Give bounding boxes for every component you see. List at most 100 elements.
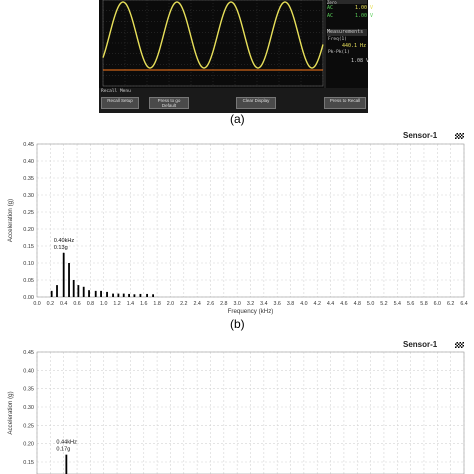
x-tick-label: 1.8 — [153, 301, 160, 307]
x-tick-label: 4.0 — [300, 301, 307, 307]
channel1-coupling: AC — [327, 5, 334, 11]
channel1-value: 1.00 V — [355, 5, 374, 11]
measure-freq-label: Freq(1) — [328, 37, 347, 42]
x-tick-label: 5.0 — [367, 301, 374, 307]
spectrum-bar — [50, 290, 53, 297]
recall-setup-button[interactable]: Recall Setup — [101, 97, 139, 109]
y-tick-label: 0.25 — [23, 423, 34, 429]
channel2-coupling: AC — [327, 13, 334, 19]
x-tick-label: 6.0 — [434, 301, 441, 307]
x-tick-label: 5.2 — [380, 301, 387, 307]
y-tick-label: 0.40 — [23, 159, 34, 165]
default-button[interactable]: Press to go Default — [149, 97, 189, 109]
y-tick-label: 0.15 — [23, 244, 34, 250]
spectrum-bar — [65, 454, 68, 474]
y-axis-label: Acceleration (g) — [7, 391, 14, 434]
x-tick-label: 3.8 — [287, 301, 294, 307]
y-tick-label: 0.25 — [23, 210, 34, 216]
measure-pkpk-label: Pk-Pk(1) — [328, 50, 350, 55]
spectrum-bar — [133, 294, 136, 297]
spectrum-bar — [100, 290, 102, 297]
y-tick-label: 0.00 — [23, 295, 34, 301]
x-tick-label: 0.2 — [47, 301, 54, 307]
x-tick-label: 2.4 — [193, 301, 200, 307]
spectrum-bar — [62, 252, 65, 297]
measure-pkpk-value: 1.08 V — [351, 58, 370, 64]
oscilloscope-screen: Zero AC 1.00 V AC 1.00 V Measurements Fr… — [99, 0, 373, 113]
spectrum-bar — [112, 293, 114, 297]
x-tick-label: 3.2 — [247, 301, 254, 307]
x-tick-label: 5.8 — [420, 301, 427, 307]
measurements-title: Measurements — [327, 29, 367, 36]
x-tick-label: 1.6 — [140, 301, 147, 307]
chart-b-flag-icon — [455, 133, 464, 139]
y-tick-label: 0.45 — [23, 350, 34, 356]
y-axis-label: Acceleration (g) — [7, 199, 14, 242]
spectrum-bar — [146, 293, 148, 297]
y-tick-label: 0.40 — [23, 368, 34, 374]
spectrum-bar — [56, 285, 58, 297]
spectrum-bar — [88, 290, 90, 297]
chart-b-title: Sensor-1 — [403, 131, 438, 140]
peak-annotation-freq: 0.44kHz — [56, 440, 77, 446]
x-tick-label: 6.4 — [460, 301, 467, 307]
y-tick-label: 0.30 — [23, 193, 34, 199]
peak-annotation-amp: 0.17g — [56, 447, 70, 453]
y-tick-label: 0.35 — [23, 176, 34, 182]
x-tick-label: 4.4 — [327, 301, 334, 307]
recall-button[interactable]: Press to Recall — [324, 97, 366, 109]
peak-annotation-amp: 0.13g — [54, 245, 68, 251]
x-tick-label: 5.4 — [394, 301, 401, 307]
spectrum-bar — [94, 290, 97, 297]
panel-label-b: (b) — [230, 317, 245, 331]
y-tick-label: 0.30 — [23, 405, 34, 411]
x-tick-label: 4.8 — [354, 301, 361, 307]
spectrum-bar — [139, 293, 142, 297]
y-tick-label: 0.10 — [23, 261, 34, 267]
x-tick-label: 2.6 — [207, 301, 214, 307]
spectrum-bar — [72, 280, 75, 297]
x-tick-label: 2.0 — [167, 301, 174, 307]
x-tick-label: 0.4 — [60, 301, 67, 307]
panel-label-a: (a) — [230, 112, 245, 126]
spectrum-bar — [152, 294, 154, 297]
plot-frame — [36, 143, 465, 298]
x-tick-label: 1.0 — [100, 301, 107, 307]
x-tick-label: 1.4 — [127, 301, 134, 307]
x-tick-label: 3.4 — [260, 301, 267, 307]
x-tick-label: 0.8 — [87, 301, 94, 307]
y-tick-label: 0.15 — [23, 460, 34, 466]
x-tick-label: 6.2 — [447, 301, 454, 307]
scope-menu-bar — [99, 88, 368, 113]
spectrum-bar — [122, 293, 125, 297]
x-tick-label: 3.6 — [274, 301, 281, 307]
spectrum-bar — [117, 293, 120, 297]
recall-menu-title: Recall Menu — [101, 89, 131, 94]
chart-c-title: Sensor-1 — [403, 340, 438, 349]
spectrum-bar — [77, 285, 80, 297]
y-tick-label: 0.35 — [23, 387, 34, 393]
clear-display-button[interactable]: Clear Display — [236, 97, 276, 109]
x-tick-label: 1.2 — [113, 301, 120, 307]
spectrum-chart-b: 0.000.050.100.150.200.250.300.350.400.45… — [7, 142, 468, 315]
y-tick-label: 0.20 — [23, 442, 34, 448]
spectrum-chart-c: 0.450.400.350.300.250.200.150.10Accelera… — [7, 350, 465, 474]
x-tick-label: 2.2 — [180, 301, 187, 307]
spectrum-bar — [68, 263, 70, 297]
x-tick-label: 3.0 — [233, 301, 240, 307]
x-tick-label: 4.6 — [340, 301, 347, 307]
spectrum-bar — [106, 291, 108, 297]
x-tick-label: 0.0 — [33, 301, 40, 307]
spectrum-bar — [128, 293, 130, 297]
peak-annotation-freq: 0.40kHz — [54, 238, 75, 244]
x-tick-label: 2.8 — [220, 301, 227, 307]
chart-c-flag-icon — [455, 342, 464, 348]
x-axis-label: Frequency (kHz) — [228, 308, 274, 315]
spectrum-bar — [82, 286, 85, 297]
x-tick-label: 4.2 — [314, 301, 321, 307]
y-tick-label: 0.05 — [23, 278, 34, 284]
measure-freq-value: 440.1 Hz — [342, 43, 367, 49]
scope-trace — [102, 1, 324, 69]
x-tick-label: 0.6 — [73, 301, 80, 307]
x-tick-label: 5.6 — [407, 301, 414, 307]
